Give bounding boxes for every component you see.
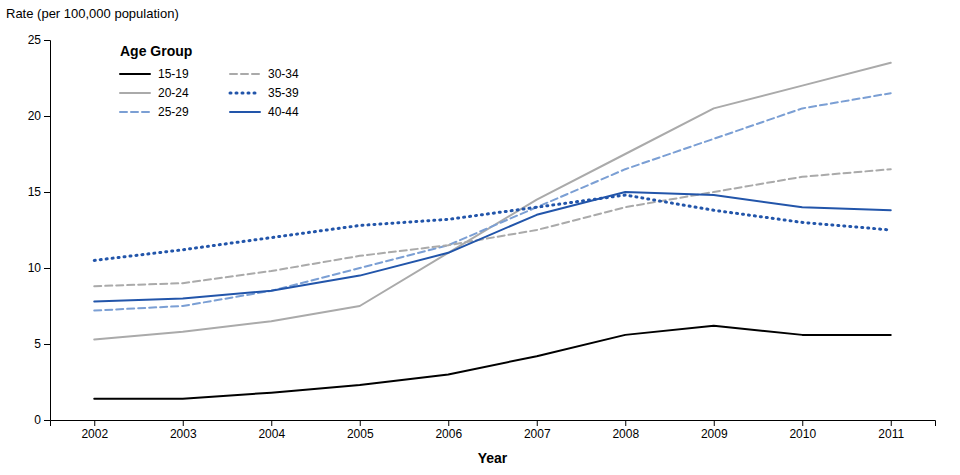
- tick-label: 15: [28, 185, 42, 199]
- legend-label: 20-24: [158, 86, 189, 100]
- tick-label: 0: [34, 413, 41, 427]
- legend: Age Group 15-19 20-24 25-29 30-34 35-39 40-44: [120, 43, 299, 119]
- tick-label: 2008: [612, 427, 639, 441]
- series-line: [94, 192, 891, 301]
- tick: 2006: [435, 420, 462, 441]
- legend-item: 40-44: [230, 105, 299, 119]
- tick-mark: [625, 420, 626, 426]
- series-line: [94, 93, 891, 310]
- tick: 15: [28, 185, 50, 199]
- tick-label: 2006: [435, 427, 462, 441]
- legend-swatch: [120, 73, 150, 75]
- tick-label: 2004: [258, 427, 285, 441]
- tick-label: 25: [28, 33, 42, 47]
- tick: 2002: [81, 420, 108, 441]
- legend-label: 30-34: [268, 67, 299, 81]
- series-line: [94, 63, 891, 340]
- tick: 2009: [701, 420, 728, 441]
- tick: 2004: [258, 420, 285, 441]
- tick-label: 2002: [81, 427, 108, 441]
- tick: 0: [34, 413, 50, 427]
- tick-label: 2010: [789, 427, 816, 441]
- tick-mark: [537, 420, 538, 426]
- legend-swatch: [230, 111, 260, 113]
- tick-mark: [448, 420, 449, 426]
- tick-mark: [802, 420, 803, 426]
- tick-mark: [44, 344, 50, 345]
- chart: 2002200320042005200620072008200920102011…: [0, 0, 960, 475]
- y-axis: 0 5 10 15 20 25: [28, 33, 51, 427]
- tick-label: 2005: [347, 427, 374, 441]
- series-line: [94, 195, 891, 260]
- tick-mark: [94, 420, 95, 426]
- tick-mark: [44, 40, 50, 41]
- tick-label: 5: [34, 337, 41, 351]
- tick: 2003: [170, 420, 197, 441]
- tick: 25: [28, 33, 50, 47]
- x-axis-title: Year: [478, 450, 508, 466]
- tick-mark: [44, 420, 50, 421]
- tick-label: 2009: [701, 427, 728, 441]
- legend-item: 35-39: [230, 86, 299, 100]
- axis-line: [51, 421, 936, 427]
- legend-item: 15-19: [120, 67, 189, 81]
- tick-label: 2011: [878, 427, 904, 441]
- tick-mark: [44, 192, 50, 193]
- legend-label: 25-29: [158, 105, 189, 119]
- legend-title: Age Group: [120, 43, 192, 59]
- tick-mark: [714, 420, 715, 426]
- legend-swatch: [120, 92, 150, 94]
- y-axis-title: Rate (per 100,000 population): [6, 6, 179, 21]
- x-axis: 2002 2003 2004 2005 2006 2007 2008 2009 2010 2011: [51, 420, 936, 441]
- tick: 20: [28, 109, 50, 123]
- tick-mark: [271, 420, 272, 426]
- tick: 10: [28, 261, 50, 275]
- tick-label: 2003: [170, 427, 197, 441]
- legend-item: 20-24: [120, 86, 189, 100]
- legend-swatch: [120, 111, 150, 113]
- legend-label: 15-19: [158, 67, 189, 81]
- legend-swatch: [230, 73, 260, 75]
- tick-label: 20: [28, 109, 42, 123]
- series-line: [94, 326, 891, 399]
- tick: 2008: [612, 420, 639, 441]
- tick-mark: [44, 116, 50, 117]
- legend-item: 25-29: [120, 105, 189, 119]
- axis-line: [44, 41, 51, 421]
- legend-item: 30-34: [230, 67, 299, 81]
- tick: 2010: [789, 420, 816, 441]
- tick-mark: [891, 420, 892, 426]
- series-line: [94, 169, 891, 286]
- tick-mark: [44, 268, 50, 269]
- legend-label: 40-44: [268, 105, 299, 119]
- tick-label: 10: [28, 261, 42, 275]
- tick-mark: [360, 420, 361, 426]
- tick: 2011: [878, 420, 904, 441]
- tick: 5: [34, 337, 50, 351]
- plot: 2002200320042005200620072008200920102011…: [28, 33, 936, 440]
- lines: [94, 63, 891, 399]
- tick: 2007: [524, 420, 551, 441]
- tick-label: 2007: [524, 427, 551, 441]
- legend-label: 35-39: [268, 86, 299, 100]
- tick: 2005: [347, 420, 374, 441]
- legend-swatch: [230, 92, 260, 95]
- tick-mark: [183, 420, 184, 426]
